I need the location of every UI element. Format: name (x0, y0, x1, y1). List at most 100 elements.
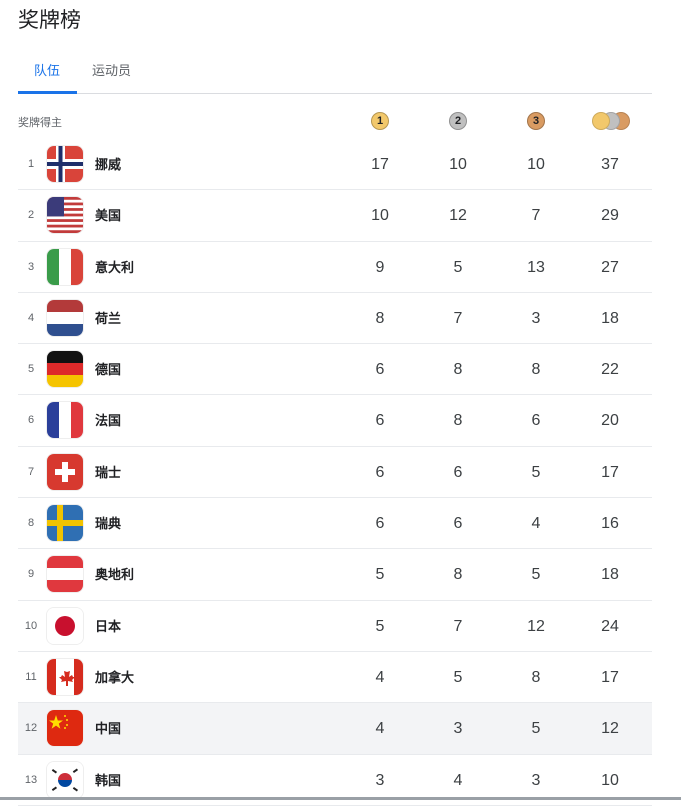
rank: 9 (27, 568, 35, 581)
gold-count: 6 (375, 463, 385, 481)
table-row[interactable]: 5 德国 6 8 8 22 (18, 344, 652, 396)
usa-flag-icon (47, 197, 83, 234)
rank: 13 (24, 773, 38, 786)
bronze-count: 10 (527, 156, 545, 173)
table-row[interactable]: 7 瑞士 6 6 5 17 (18, 447, 652, 499)
germany-flag-icon (47, 351, 83, 388)
switzerland-flag-icon (47, 453, 83, 490)
country-name[interactable]: 中国 (95, 721, 122, 737)
netherlands-flag-icon (47, 299, 83, 336)
table-row[interactable]: 9 奥地利 5 8 5 18 (18, 549, 652, 601)
sweden-flag-icon (47, 505, 83, 542)
china-flag-icon (47, 710, 83, 747)
rank: 4 (27, 311, 35, 324)
bronze-count: 13 (527, 258, 545, 276)
total-count: 27 (601, 258, 619, 276)
gold-count: 5 (375, 566, 385, 584)
france-flag-icon (47, 402, 83, 439)
country-name[interactable]: 日本 (95, 618, 122, 634)
gold-medal-icon[interactable]: 1 (371, 112, 389, 130)
silver-count: 12 (449, 207, 467, 225)
table-row[interactable]: 4 荷兰 8 7 3 18 (18, 293, 652, 345)
bronze-medal-icon[interactable]: 3 (527, 112, 545, 130)
rank: 7 (27, 465, 35, 478)
total-count: 10 (601, 771, 619, 789)
tab-athletes[interactable]: 运动员 (92, 63, 132, 78)
silver-count: 5 (453, 668, 463, 686)
gold-count: 3 (375, 771, 385, 789)
table-row[interactable]: 3 意大利 9 5 13 27 (18, 242, 652, 293)
silver-count: 6 (453, 515, 463, 533)
silver-medal-icon[interactable]: 2 (449, 112, 467, 130)
country-name[interactable]: 意大利 (95, 259, 135, 275)
table-row[interactable]: 12 中国 4 3 5 12 (18, 703, 652, 755)
medal-table: 1 挪威 17 10 10 37 2 美国 10 12 7 29 3 意大利 9 5 13 27 4 荷兰 8 7… (18, 139, 652, 806)
active-tab-indicator (18, 91, 77, 94)
japan-flag-icon (47, 607, 83, 644)
page-title: 奖牌榜 (18, 9, 81, 32)
country-name[interactable]: 加拿大 (95, 669, 135, 685)
country-name[interactable]: 美国 (95, 208, 122, 224)
tab-teams[interactable]: 队伍 (34, 63, 61, 78)
gold-count: 8 (375, 309, 385, 327)
table-row[interactable]: 2 美国 10 12 7 29 (18, 190, 652, 242)
bronze-count: 6 (531, 412, 541, 430)
table-row[interactable]: 11 加拿大 4 5 8 17 (18, 652, 652, 704)
divider (0, 797, 681, 800)
bronze-count: 7 (531, 207, 541, 225)
rank: 12 (24, 722, 38, 735)
table-header: 奖牌得主 1 2 3 (18, 112, 652, 132)
silver-count: 8 (453, 361, 463, 379)
table-row[interactable]: 8 瑞典 6 6 4 16 (18, 498, 652, 550)
rank: 8 (27, 517, 35, 530)
silver-count: 3 (453, 720, 463, 738)
table-row[interactable]: 1 挪威 17 10 10 37 (18, 139, 652, 191)
total-count: 24 (601, 617, 619, 635)
italy-flag-icon (47, 248, 83, 285)
bronze-count: 3 (531, 771, 541, 789)
gold-count: 10 (371, 207, 389, 225)
country-name[interactable]: 奥地利 (95, 567, 135, 583)
silver-count: 6 (453, 463, 463, 481)
total-count: 22 (601, 361, 619, 379)
country-name[interactable]: 荷兰 (95, 310, 122, 326)
silver-count: 4 (453, 771, 463, 789)
silver-count: 8 (453, 412, 463, 430)
total-count: 17 (601, 668, 619, 686)
norway-flag-icon (47, 146, 83, 182)
table-row[interactable]: 6 法国 6 8 6 20 (18, 395, 652, 447)
rank: 6 (27, 414, 35, 427)
country-name[interactable]: 韩国 (95, 772, 122, 788)
total-medals-icon[interactable] (592, 112, 632, 130)
canada-flag-icon (47, 658, 83, 695)
country-name[interactable]: 挪威 (95, 157, 122, 172)
silver-count: 8 (453, 566, 463, 584)
silver-count: 7 (453, 617, 463, 635)
country-name[interactable]: 瑞士 (95, 464, 122, 480)
korea-flag-icon (47, 761, 83, 798)
gold-count: 9 (375, 258, 385, 276)
table-row[interactable]: 10 日本 5 7 12 24 (18, 601, 652, 652)
bronze-count: 4 (531, 515, 541, 533)
total-count: 17 (601, 463, 619, 481)
total-count: 16 (601, 515, 619, 533)
gold-count: 6 (375, 412, 385, 430)
bronze-count: 5 (531, 566, 541, 584)
country-name[interactable]: 法国 (95, 413, 122, 429)
bronze-count: 3 (531, 309, 541, 327)
bronze-count: 5 (531, 463, 541, 481)
total-count: 18 (601, 309, 619, 327)
rank: 1 (27, 158, 35, 170)
country-name[interactable]: 瑞典 (95, 516, 122, 532)
total-count: 20 (601, 412, 619, 430)
country-name[interactable]: 德国 (95, 362, 122, 378)
rank: 10 (24, 619, 38, 632)
gold-count: 6 (375, 361, 385, 379)
gold-count: 17 (371, 156, 389, 173)
silver-count: 5 (453, 258, 463, 276)
gold-count: 5 (375, 617, 385, 635)
silver-count: 7 (453, 309, 463, 327)
bronze-count: 8 (531, 668, 541, 686)
medalist-column-header: 奖牌得主 (18, 117, 62, 129)
gold-count: 4 (375, 720, 385, 738)
